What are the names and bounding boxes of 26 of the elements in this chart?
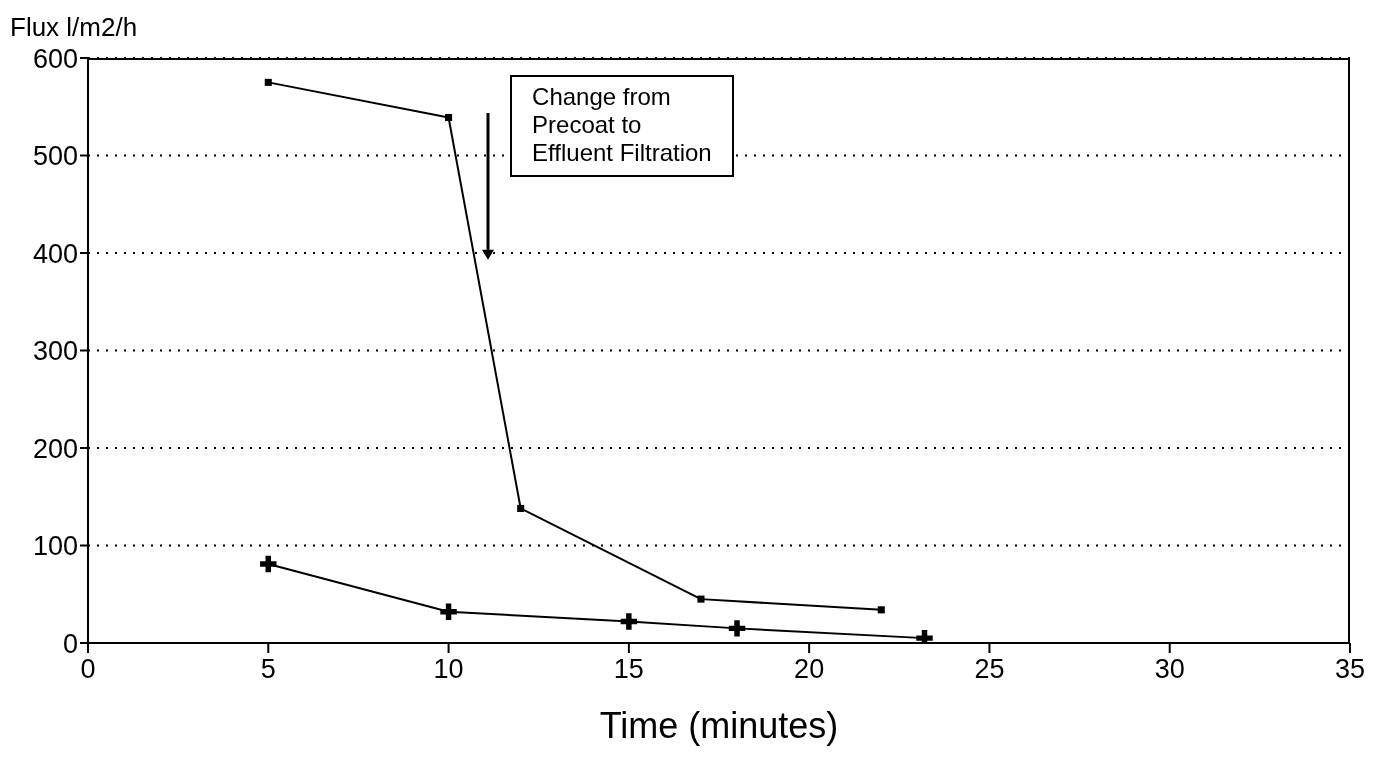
point	[517, 504, 525, 512]
x-axis-title: Time (minutes)	[599, 705, 839, 746]
point	[264, 78, 272, 86]
y-tick-label: 300	[32, 336, 78, 367]
y-axis-title: Flux l/m2/h	[10, 12, 138, 43]
point	[728, 620, 746, 637]
point	[445, 113, 453, 122]
y-tick-label: 500	[32, 141, 78, 172]
y-tick-label: 400	[32, 238, 78, 269]
point	[260, 555, 277, 573]
point	[620, 613, 638, 630]
y-tick-label: 0	[62, 628, 78, 659]
x-tick-label: 20	[794, 654, 825, 685]
x-tick-label: 10	[433, 654, 464, 685]
point	[877, 606, 885, 614]
x-tick-label: 30	[1154, 654, 1185, 685]
y-tick-label: 600	[32, 43, 78, 74]
y-tick-label: 200	[32, 433, 78, 464]
x-tick-label: 35	[1334, 654, 1366, 685]
y-tick-label: 100	[32, 531, 78, 562]
x-tick-label: 5	[260, 654, 276, 685]
annotation: Change from Precoat to Effluent Filtration	[510, 75, 734, 177]
point	[440, 603, 457, 621]
x-tick-label: 15	[613, 654, 644, 685]
point	[697, 595, 705, 603]
x-tick-label: 25	[974, 654, 1005, 685]
